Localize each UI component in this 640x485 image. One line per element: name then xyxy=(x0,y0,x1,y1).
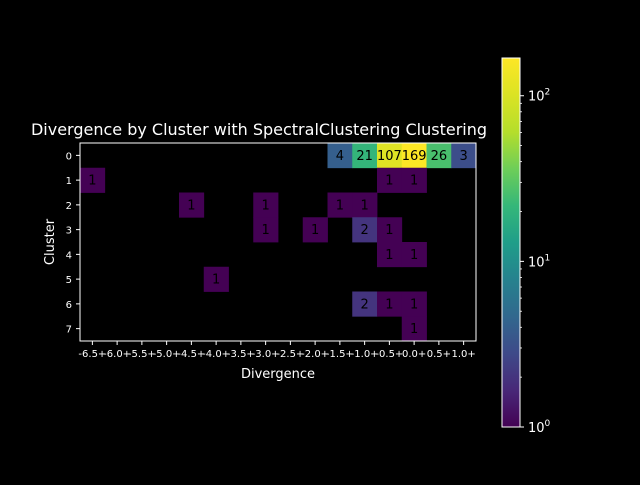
plot-frame xyxy=(79,142,477,342)
colorbar-gradient xyxy=(501,57,521,428)
x-tick-label: -2.5+ xyxy=(276,349,304,360)
heatmap-cells xyxy=(80,143,477,342)
x-tick-label: -0.5+ xyxy=(375,349,403,360)
heatmap-cell xyxy=(401,242,427,268)
heatmap-cell xyxy=(352,143,378,169)
cell-value-label: 1 xyxy=(410,248,418,263)
cell-value-label: 1 xyxy=(410,174,418,189)
x-tick-label: -6.0+ xyxy=(103,349,131,360)
cell-value-label: 1 xyxy=(360,198,368,213)
y-tick-label: 5 xyxy=(66,275,72,286)
cell-value-label: 107 xyxy=(377,149,402,164)
colorbar-ticks: 100 101 102 xyxy=(520,88,551,436)
cell-value-label: 1 xyxy=(88,174,96,189)
heatmap-cell xyxy=(377,143,403,169)
x-tick-label: 0.0+ xyxy=(402,349,426,360)
x-axis-ticks: -6.5+-6.0+-5.5+-5.0+-4.5+-4.0+-3.5+-3.0+… xyxy=(78,341,476,360)
heatmap-cell xyxy=(352,291,378,317)
y-axis-ticks: 0 1 2 3 4 5 6 7 xyxy=(66,151,80,336)
heatmap-cell xyxy=(352,217,378,243)
heatmap-cell xyxy=(302,217,328,243)
cell-value-label: 4 xyxy=(336,149,344,164)
x-tick-label: 1.0+ xyxy=(451,349,475,360)
cell-value-label: 1 xyxy=(336,198,344,213)
y-tick-label: 0 xyxy=(66,151,72,162)
heatmap-cell xyxy=(451,143,477,169)
cell-value-label: 1 xyxy=(385,248,393,263)
colorbar-tick-label: 100 xyxy=(528,419,551,436)
cell-value-label: 1 xyxy=(187,198,195,213)
colorbar: 100 101 102 xyxy=(501,57,551,436)
heatmap-cell xyxy=(401,291,427,317)
cell-value-label: 1 xyxy=(410,297,418,312)
colorbar-tick-label: 101 xyxy=(528,253,550,270)
y-tick-label: 4 xyxy=(66,250,72,261)
x-tick-label: -1.0+ xyxy=(351,349,379,360)
cell-value-label: 2 xyxy=(360,297,368,312)
heatmap-cell xyxy=(203,266,229,292)
heatmap-cell xyxy=(401,167,427,193)
cell-value-label: 1 xyxy=(261,223,269,238)
heatmap-cell xyxy=(327,143,353,169)
x-tick-label: -6.5+ xyxy=(78,349,106,360)
colorbar-tick-label: 102 xyxy=(528,88,550,105)
heatmap-cell xyxy=(327,192,353,218)
heatmap-cell xyxy=(179,192,205,218)
heatmap-cell xyxy=(377,217,403,243)
heatmap-cell xyxy=(253,192,279,218)
x-tick-label: -1.5+ xyxy=(326,349,354,360)
y-tick-label: 2 xyxy=(66,201,72,212)
x-tick-label: -5.5+ xyxy=(128,349,156,360)
heatmap-cell xyxy=(426,143,452,169)
heatmap-cell xyxy=(401,143,427,169)
y-tick-label: 3 xyxy=(66,226,72,237)
cell-value-label: 1 xyxy=(261,198,269,213)
y-tick-label: 1 xyxy=(66,176,72,187)
cell-value-label: 3 xyxy=(459,149,467,164)
heatmap-cell xyxy=(377,242,403,268)
cell-value-label: 1 xyxy=(385,297,393,312)
x-tick-label: -2.0+ xyxy=(301,349,329,360)
cell-value-label: 1 xyxy=(385,174,393,189)
x-tick-label: -3.0+ xyxy=(252,349,280,360)
heatmap-cell xyxy=(80,167,106,193)
heatmap-cell xyxy=(377,291,403,317)
cell-value-label: 26 xyxy=(431,149,448,164)
y-axis-label: Cluster xyxy=(43,218,58,265)
heatmap-cell xyxy=(377,167,403,193)
heatmap-cell xyxy=(401,316,427,342)
cell-value-label: 169 xyxy=(402,149,427,164)
heatmap-cell xyxy=(253,217,279,243)
heatmap-cell xyxy=(352,192,378,218)
cell-value-label: 1 xyxy=(385,223,393,238)
cell-value-label: 1 xyxy=(311,223,319,238)
plot-area: 4 21 107 169 26 31 1 11 1 1 11 1 2 11 112 1 11 xyxy=(79,142,477,342)
x-tick-label: -4.5+ xyxy=(177,349,205,360)
x-tick-label: -5.0+ xyxy=(153,349,181,360)
cell-value-label: 1 xyxy=(212,273,220,288)
x-tick-label: -4.0+ xyxy=(202,349,230,360)
y-tick-label: 7 xyxy=(66,325,72,336)
cell-labels: 4 21 107 169 26 31 1 11 1 1 11 1 2 11 112 1 11 xyxy=(88,149,468,337)
x-axis-label: Divergence xyxy=(241,367,315,382)
cell-value-label: 1 xyxy=(410,322,418,337)
chart-title: Divergence by Cluster with SpectralClust… xyxy=(31,120,487,139)
x-tick-label: 0.5+ xyxy=(427,349,451,360)
cell-value-label: 21 xyxy=(356,149,373,164)
y-tick-label: 6 xyxy=(66,300,72,311)
x-tick-label: -3.5+ xyxy=(227,349,255,360)
cell-value-label: 2 xyxy=(360,223,368,238)
